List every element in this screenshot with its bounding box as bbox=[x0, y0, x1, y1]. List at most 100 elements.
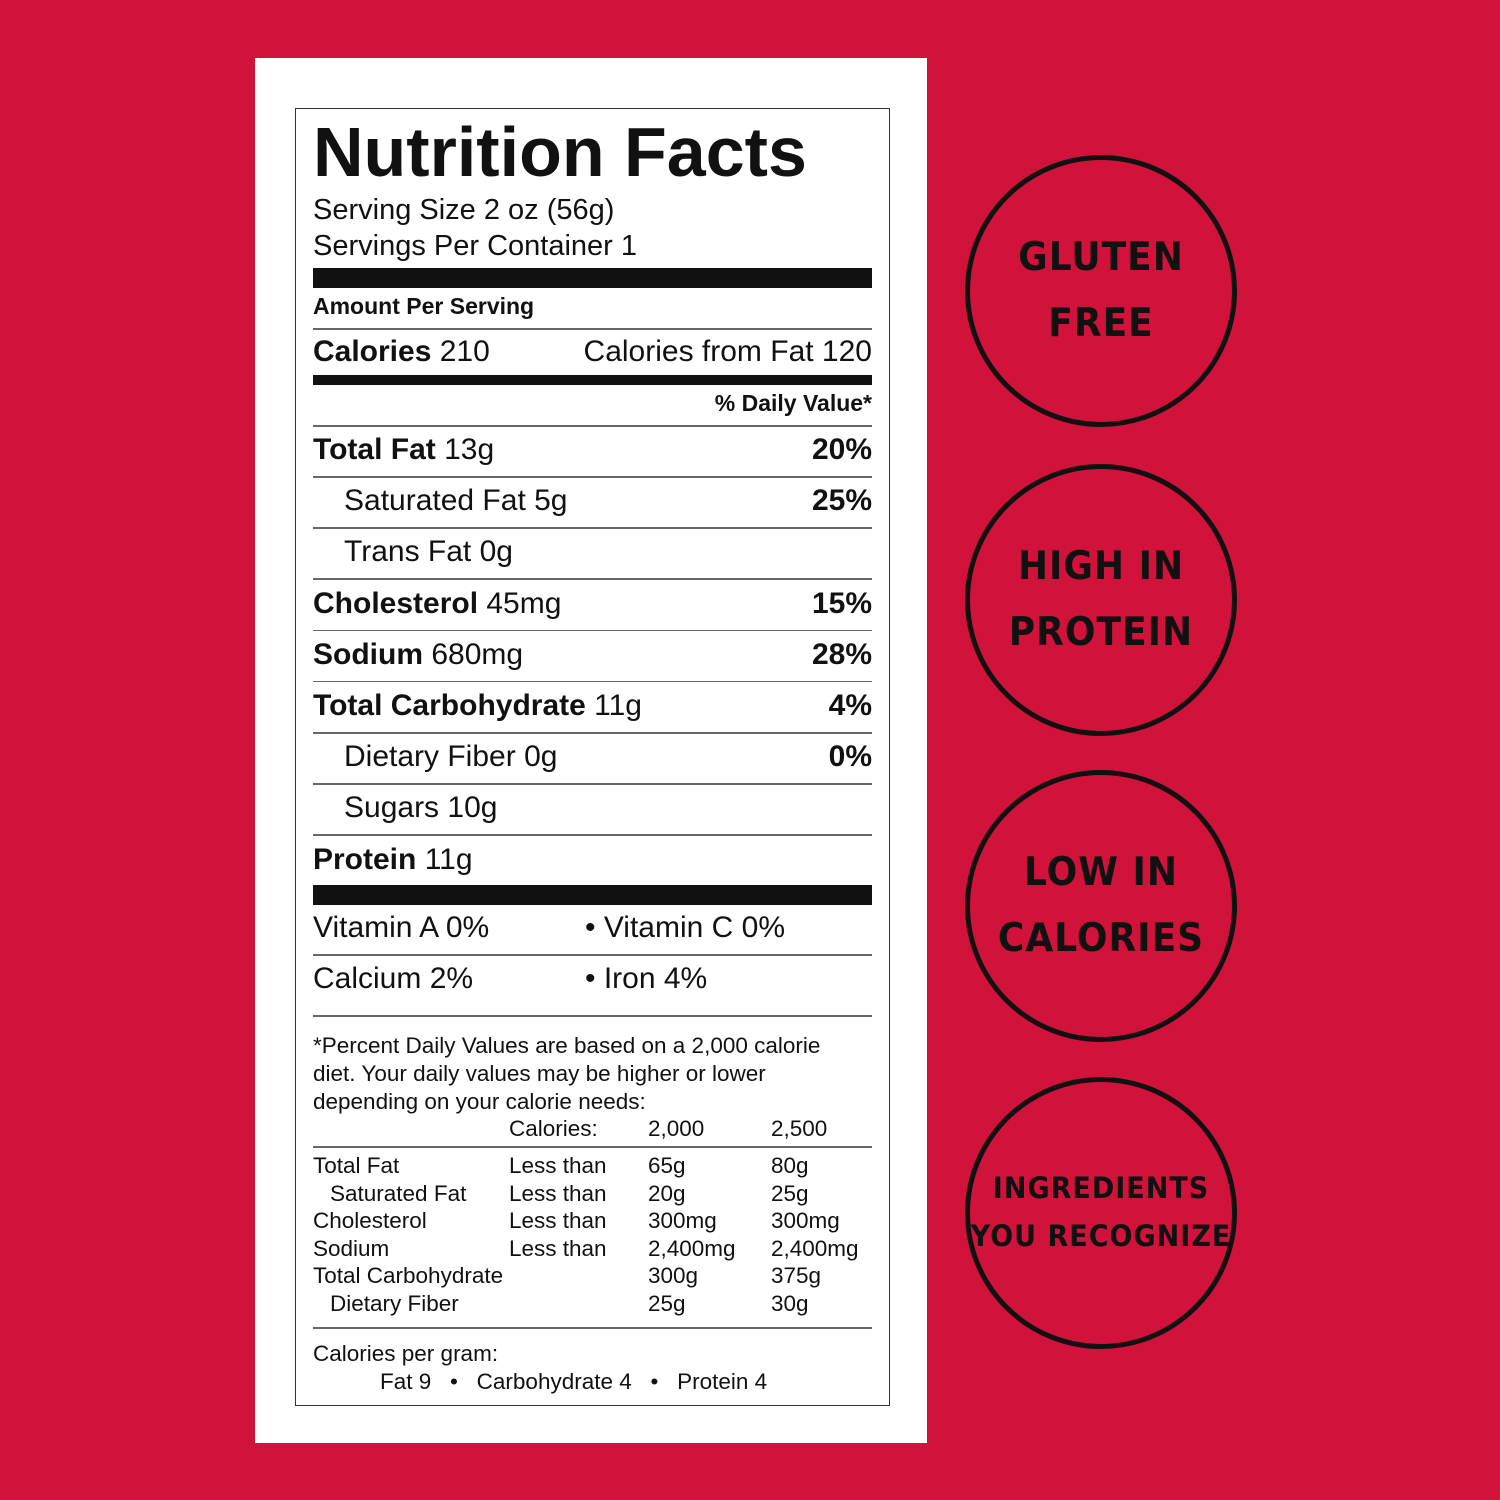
nutrient-amount: 13g bbox=[444, 433, 495, 466]
divider bbox=[313, 680, 872, 683]
dv-table-cell: 300mg bbox=[771, 1208, 840, 1234]
calories-per-gram-values: Fat 9 • Carbohydrate 4 • Protein 4 bbox=[380, 1369, 768, 1394]
nutrient-name: Total Carbohydrate bbox=[313, 689, 586, 722]
footnote-line-3: depending on your calorie needs: bbox=[313, 1089, 646, 1114]
nutrient-name: Dietary Fiber bbox=[344, 740, 516, 774]
dv-table-cell: Less than bbox=[509, 1153, 607, 1178]
nutrient-daily-value: 15% bbox=[811, 586, 872, 620]
dv-table-cell: Saturated Fat bbox=[330, 1180, 467, 1206]
divider bbox=[313, 578, 872, 580]
badge-low-in-calories: LOW IN CALORIES bbox=[965, 770, 1237, 1042]
divider bbox=[313, 527, 872, 529]
nutrient-label: Dietary Fiber 0g bbox=[344, 737, 557, 777]
nutrient-label: Total Carbohydrate 11g bbox=[313, 686, 642, 726]
dv-table-cell: 2,400mg bbox=[648, 1235, 736, 1261]
dv-table-cell: Less than bbox=[509, 1180, 607, 1206]
nutrient-row: Trans Fat 0g bbox=[313, 532, 872, 572]
badge-line-1: INGREDIENTS bbox=[992, 1171, 1210, 1206]
nutrient-amount: 5g bbox=[534, 484, 568, 518]
divider bbox=[313, 834, 872, 836]
dv-table-cell: Total Fat bbox=[313, 1153, 400, 1178]
nutrient-amount: 0g bbox=[479, 535, 513, 569]
nutrient-daily-value: 4% bbox=[828, 689, 872, 722]
calories-label: Calories bbox=[313, 335, 432, 368]
nutrient-amount: 11g bbox=[594, 689, 642, 722]
thick-divider bbox=[313, 885, 872, 905]
divider bbox=[313, 1327, 872, 1329]
nutrient-row: Dietary Fiber 0g 0% bbox=[313, 737, 872, 777]
dv-table-cell: 25g bbox=[648, 1291, 686, 1316]
nutrient-name: Total Fat bbox=[313, 433, 436, 466]
nutrient-label: Cholesterol 45mg bbox=[313, 584, 561, 624]
nutrient-daily-value: 25% bbox=[811, 484, 872, 518]
nutrient-amount: 11g bbox=[424, 842, 473, 876]
thick-divider bbox=[313, 268, 872, 288]
dv-table-cell: 25g bbox=[771, 1180, 809, 1206]
vitamin-row: Vitamin A 0% • Vitamin C 0% bbox=[313, 908, 872, 948]
badge-high-in-protein: HIGH IN PROTEIN bbox=[965, 464, 1237, 736]
dv-table-cell: 65g bbox=[648, 1153, 686, 1178]
dv-table-cell: 300g bbox=[648, 1263, 699, 1289]
calories-per-gram: Calories per gram: bbox=[313, 1341, 499, 1366]
dv-table-cell: 2,400mg bbox=[771, 1235, 859, 1261]
nutrient-daily-value: 20% bbox=[811, 433, 872, 466]
nutrient-name: Protein bbox=[313, 842, 417, 876]
nutrient-label: Total Fat 13g bbox=[313, 430, 494, 470]
vitamin-row: Calcium 2% • Iron 4% bbox=[313, 959, 872, 999]
nutrient-row: Sodium 680mg 28% bbox=[313, 635, 872, 675]
nutrient-row: Total Carbohydrate 11g 4% bbox=[313, 686, 872, 726]
badge-line-2: PROTEIN bbox=[1008, 609, 1194, 655]
nutrient-label: Sugars 10g bbox=[344, 788, 497, 828]
badge-ingredients-you-recognize: INGREDIENTS YOU RECOGNIZE bbox=[965, 1077, 1237, 1349]
dv-table-cell: Cholesterol bbox=[313, 1208, 427, 1234]
badge-gluten-free: GLUTEN FREE bbox=[965, 155, 1237, 427]
footnote-line-2: diet. Your daily values may be higher or… bbox=[313, 1061, 766, 1086]
divider bbox=[313, 629, 872, 632]
divider bbox=[313, 328, 872, 330]
nutrient-row: Sugars 10g bbox=[313, 788, 872, 828]
nutrient-name: Trans Fat bbox=[344, 535, 472, 569]
dv-table-cell: Sodium bbox=[313, 1235, 390, 1261]
nutrient-name: Saturated Fat bbox=[344, 484, 526, 518]
daily-value-header: % Daily Value* bbox=[714, 390, 872, 416]
calories-row: Calories 210 Calories from Fat 120 bbox=[313, 332, 872, 372]
badge-line-2: FREE bbox=[1048, 300, 1154, 346]
nutrient-label: Sodium 680mg bbox=[313, 635, 523, 675]
dv-table-cell: 30g bbox=[771, 1291, 809, 1316]
nutrient-row: Total Fat 13g 20% bbox=[313, 430, 872, 470]
dv-header-calories: Calories: bbox=[509, 1116, 598, 1141]
nutrient-label: Trans Fat 0g bbox=[344, 532, 513, 572]
dv-table-cell: Less than bbox=[509, 1235, 607, 1261]
calories-from-fat: Calories from Fat 120 bbox=[583, 335, 872, 368]
calories-value: 210 bbox=[439, 335, 490, 368]
medium-divider bbox=[313, 375, 872, 385]
vitamin-right: • Iron 4% bbox=[585, 962, 708, 995]
dv-header-2000: 2,000 bbox=[648, 1116, 705, 1141]
nutrient-daily-value: 28% bbox=[811, 637, 872, 671]
nutrition-facts-title: Nutrition Facts bbox=[313, 113, 807, 191]
footnote-line-1: *Percent Daily Values are based on a 2,0… bbox=[313, 1033, 821, 1058]
dv-table-cell: Dietary Fiber bbox=[330, 1291, 459, 1316]
vitamin-left: Calcium 2% bbox=[313, 962, 474, 995]
dv-table-cell: Total Carbohydrate bbox=[313, 1263, 504, 1289]
nutrient-amount: 680mg bbox=[431, 637, 524, 671]
dv-table-cell: 80g bbox=[771, 1153, 809, 1178]
serving-size: Serving Size 2 oz (56g) bbox=[313, 194, 615, 226]
divider bbox=[313, 1015, 872, 1017]
badge-line-1: LOW IN bbox=[1023, 849, 1179, 895]
nutrient-name: Sugars bbox=[344, 791, 440, 825]
divider bbox=[313, 954, 872, 956]
nutrient-daily-value: 0% bbox=[828, 740, 872, 774]
nutrient-amount: 0g bbox=[524, 740, 558, 774]
divider bbox=[313, 783, 872, 785]
nutrition-label-border bbox=[295, 108, 890, 1406]
badge-line-1: HIGH IN bbox=[1017, 543, 1185, 589]
badge-line-2: CALORIES bbox=[997, 915, 1205, 961]
badge-line-1: GLUTEN bbox=[1018, 234, 1184, 280]
badge-line-2: YOU RECOGNIZE bbox=[970, 1219, 1232, 1254]
divider bbox=[313, 425, 872, 427]
dv-table-cell: 20g bbox=[648, 1180, 686, 1206]
vitamin-right: • Vitamin C 0% bbox=[585, 911, 786, 944]
dv-table-cell: 375g bbox=[771, 1263, 822, 1289]
divider bbox=[313, 1146, 872, 1148]
